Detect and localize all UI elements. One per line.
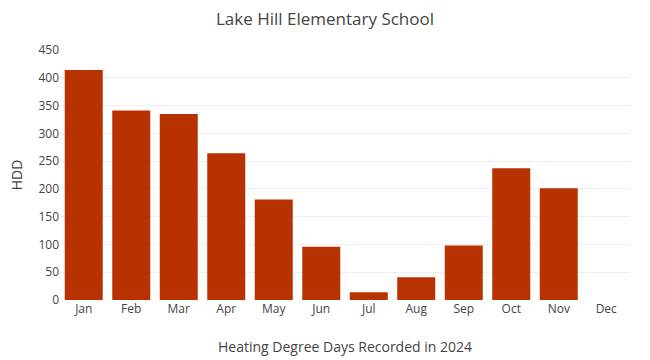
- svg-text:Jan: Jan: [74, 300, 92, 317]
- svg-text:Heating Degree Days Recorded i: Heating Degree Days Recorded in 2024: [218, 337, 472, 356]
- svg-text:400: 400: [38, 69, 59, 86]
- svg-text:Oct: Oct: [502, 300, 521, 317]
- svg-text:150: 150: [38, 208, 59, 225]
- svg-text:450: 450: [38, 41, 59, 58]
- svg-text:Mar: Mar: [168, 300, 190, 317]
- svg-text:May: May: [262, 300, 286, 317]
- svg-text:100: 100: [38, 236, 59, 253]
- svg-text:Jun: Jun: [311, 300, 330, 317]
- svg-text:Lake Hill Elementary School: Lake Hill Elementary School: [216, 7, 434, 30]
- svg-text:50: 50: [45, 263, 59, 280]
- svg-text:Nov: Nov: [548, 300, 570, 317]
- svg-text:250: 250: [38, 152, 59, 169]
- svg-text:Feb: Feb: [121, 300, 141, 317]
- svg-text:Aug: Aug: [406, 300, 428, 317]
- svg-text:0: 0: [52, 291, 59, 308]
- svg-text:Sep: Sep: [453, 300, 474, 317]
- svg-text:300: 300: [38, 125, 59, 142]
- svg-text:Jul: Jul: [361, 300, 376, 317]
- svg-text:Dec: Dec: [596, 300, 617, 317]
- svg-text:350: 350: [38, 97, 59, 114]
- svg-text:Apr: Apr: [216, 300, 236, 317]
- svg-text:HDD: HDD: [7, 160, 26, 191]
- svg-text:200: 200: [38, 180, 59, 197]
